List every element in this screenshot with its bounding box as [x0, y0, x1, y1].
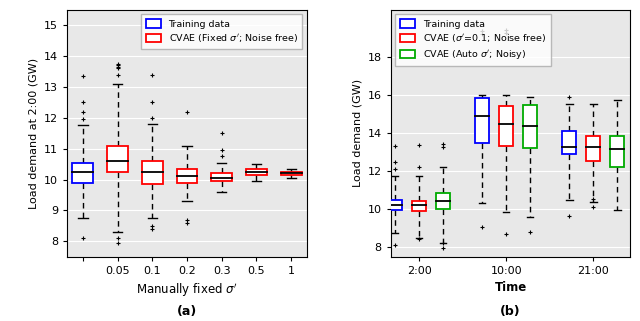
Bar [563, 131, 577, 154]
Text: (b): (b) [500, 305, 521, 318]
Bar [523, 105, 537, 148]
Bar [436, 193, 450, 209]
X-axis label: Time: Time [495, 282, 527, 294]
Legend: Training data, CVAE ($\sigma'$=0.1; Noise free), CVAE (Auto $\sigma'$; Noisy): Training data, CVAE ($\sigma'$=0.1; Nois… [396, 14, 551, 66]
Bar [281, 172, 301, 175]
Bar [499, 106, 513, 146]
Text: (a): (a) [177, 305, 197, 318]
Bar [142, 161, 163, 184]
Bar [72, 162, 93, 183]
Bar [246, 169, 267, 175]
Bar [412, 201, 426, 211]
Bar [211, 173, 232, 181]
Bar [586, 136, 600, 161]
X-axis label: Manually fixed $\sigma'$: Manually fixed $\sigma'$ [136, 282, 238, 299]
Y-axis label: Load demand at 2:00 (GW): Load demand at 2:00 (GW) [29, 58, 38, 209]
Bar [475, 98, 490, 143]
Y-axis label: Load demand (GW): Load demand (GW) [352, 79, 362, 187]
Bar [107, 146, 128, 172]
Legend: Training data, CVAE (Fixed $\sigma'$; Noise free): Training data, CVAE (Fixed $\sigma'$; No… [141, 14, 302, 49]
Bar [388, 200, 402, 210]
Bar [611, 136, 625, 168]
Bar [177, 169, 198, 183]
